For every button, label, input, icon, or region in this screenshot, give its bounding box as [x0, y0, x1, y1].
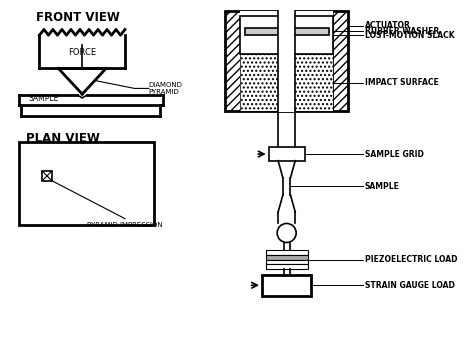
Bar: [266, 260, 308, 264]
Bar: [240, 16, 333, 54]
Bar: [240, 11, 333, 111]
Bar: [266, 255, 308, 260]
Bar: [262, 275, 311, 296]
Text: PLAN VIEW: PLAN VIEW: [26, 132, 100, 145]
Text: SAMPLE: SAMPLE: [365, 182, 400, 191]
Text: SAMPLE: SAMPLE: [28, 94, 58, 103]
Bar: [42, 171, 52, 181]
Bar: [333, 11, 348, 111]
Text: FORCE: FORCE: [68, 48, 96, 57]
Text: SAMPLE GRID: SAMPLE GRID: [365, 150, 424, 159]
Bar: [266, 250, 308, 255]
Text: PYRAMID IMPRESSION: PYRAMID IMPRESSION: [87, 222, 163, 228]
Text: FRONT VIEW: FRONT VIEW: [36, 11, 119, 24]
Text: RUBBER WASHER: RUBBER WASHER: [365, 27, 439, 36]
Bar: [240, 54, 333, 111]
Bar: [266, 264, 308, 269]
Bar: [18, 142, 154, 226]
Text: ACTUATOR: ACTUATOR: [365, 21, 410, 30]
Bar: [245, 27, 328, 35]
Bar: [225, 11, 240, 111]
Bar: [269, 147, 305, 161]
Text: DIAMOND
PYRAMID: DIAMOND PYRAMID: [149, 82, 182, 95]
Bar: [278, 10, 295, 112]
Text: LOST-MOTION SLACK: LOST-MOTION SLACK: [365, 31, 454, 40]
Text: IMPACT SURFACE: IMPACT SURFACE: [365, 78, 438, 87]
Text: PIEZOELECTRIC LOAD: PIEZOELECTRIC LOAD: [365, 255, 457, 264]
Text: STRAIN GAUGE LOAD: STRAIN GAUGE LOAD: [365, 281, 455, 290]
Bar: [225, 11, 348, 111]
